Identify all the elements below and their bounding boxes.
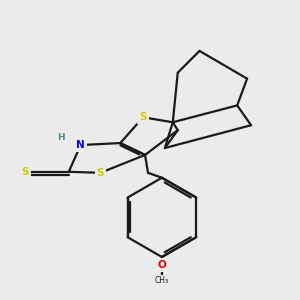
Text: S: S bbox=[139, 112, 147, 122]
Text: S: S bbox=[21, 167, 29, 177]
Text: N: N bbox=[76, 140, 85, 150]
Text: S: S bbox=[97, 168, 104, 178]
Text: CH₃: CH₃ bbox=[155, 276, 169, 285]
Text: O: O bbox=[158, 260, 166, 270]
Text: H: H bbox=[57, 133, 64, 142]
